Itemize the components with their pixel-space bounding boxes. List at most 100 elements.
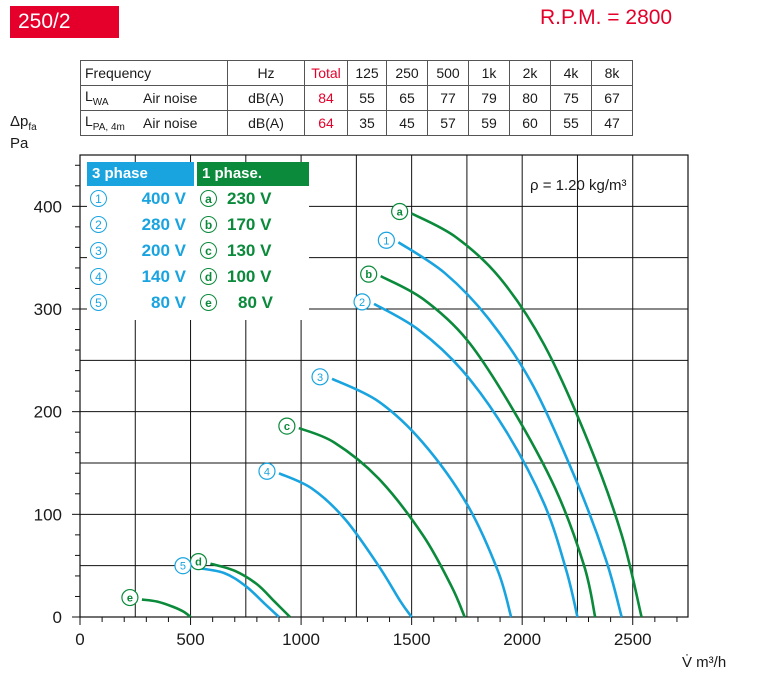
curve-symbol: 2: [90, 216, 107, 233]
legend-item-a: a 230 V: [197, 186, 309, 212]
curve-marker-label-1: 1: [383, 235, 389, 247]
curve-c: [298, 426, 466, 618]
lpa-500: 57: [427, 110, 469, 136]
lpa-unit: dB(A): [227, 110, 305, 136]
x-tick-label: 2500: [614, 630, 652, 649]
y-tick-label: 0: [53, 608, 62, 627]
legend-item-b: b 170 V: [197, 212, 309, 238]
voltage-label: 100 V: [227, 267, 272, 286]
legend-item-3: 3 200 V: [87, 238, 194, 264]
voltage-label: 400 V: [141, 189, 186, 208]
model-badge: 250/2: [10, 6, 119, 38]
freq-8k-header: 8k: [591, 60, 633, 86]
y-tick-label: 200: [34, 403, 62, 422]
plot-frame: [79, 154, 689, 618]
legend-three-phase-title: 3 phase: [87, 162, 194, 186]
curve-symbol: b: [200, 216, 217, 233]
curve-marker-3: [311, 368, 329, 386]
freq-500-header: 500: [427, 60, 469, 86]
curve-symbol: c: [200, 242, 217, 259]
legend-item-2: 2 280 V: [87, 212, 194, 238]
lpa-desc: Air noise: [139, 110, 228, 136]
legend-one-phase: 1 phase. a 230 V b 170 V c 130 V d 100 V e 80…: [197, 162, 309, 320]
lpa-4k: 55: [550, 110, 592, 136]
curve-symbol: 5: [90, 294, 107, 311]
curve-marker-1: [377, 231, 395, 249]
lpa-symbol: LPA, 4m: [80, 110, 139, 136]
y-tick-label: 300: [34, 300, 62, 319]
curve-symbol: 4: [90, 268, 107, 285]
curve-marker-label-5: 5: [180, 561, 186, 573]
curve-symbol: 1: [90, 190, 107, 207]
curve-marker-a: [391, 202, 409, 221]
x-axis-label: V̇ m³/h: [682, 654, 726, 671]
y-axis-label: Δpfa: [10, 113, 37, 133]
legend-item-d: d 100 V: [197, 264, 309, 290]
legend-item-e: e 80 V: [197, 290, 309, 316]
curve-marker-e: [121, 588, 139, 607]
curve-symbol: d: [200, 268, 217, 285]
lwa-1k: 79: [468, 85, 510, 111]
legend-one-phase-title: 1 phase.: [197, 162, 309, 186]
lpa-2k: 60: [509, 110, 551, 136]
lwa-500: 77: [427, 85, 469, 111]
curve-marker-label-2: 2: [359, 297, 365, 309]
legend-item-4: 4 140 V: [87, 264, 194, 290]
voltage-label: 130 V: [227, 241, 272, 260]
legend-item-c: c 130 V: [197, 238, 309, 264]
voltage-label: 170 V: [227, 215, 272, 234]
curve-marker-label-c: c: [284, 421, 290, 433]
curve-marker-label-b: b: [365, 269, 372, 281]
noise-table: Frequency Hz Total 125 250 500 1k 2k 4k …: [80, 60, 633, 136]
curve-marker-b: [360, 265, 378, 283]
curve-e: [141, 598, 192, 619]
curve-marker-4: [258, 462, 276, 480]
curve-a: [411, 212, 643, 618]
freq-4k-header: 4k: [550, 60, 592, 86]
density-annotation: ρ = 1.20 kg/m³: [530, 177, 627, 194]
lwa-symbol: LWA: [80, 85, 139, 111]
curve-4: [278, 472, 413, 618]
curve-marker-label-4: 4: [264, 466, 270, 478]
total-header: Total: [304, 60, 348, 86]
x-tick-label: 500: [176, 630, 204, 649]
voltage-label: 140 V: [141, 267, 186, 286]
curve-marker-label-3: 3: [317, 372, 323, 384]
lwa-8k: 67: [591, 85, 633, 111]
curves: [141, 212, 643, 619]
curve-3: [331, 377, 513, 618]
curve-marker-label-d: d: [195, 557, 202, 569]
curve-marker-label-a: a: [397, 207, 404, 219]
freq-2k-header: 2k: [509, 60, 551, 86]
curve-2: [373, 302, 579, 618]
voltage-label: 80 V: [238, 293, 273, 312]
lpa-row: LPA, 4m Air noise dB(A) 64 35 45 57 59 6…: [80, 110, 633, 136]
lpa-8k: 47: [591, 110, 633, 136]
voltage-label: 200 V: [141, 241, 186, 260]
lpa-250: 45: [386, 110, 428, 136]
freq-1k-header: 1k: [468, 60, 510, 86]
legend-item-1: 1 400 V: [87, 186, 194, 212]
x-tick-label: 0: [75, 630, 84, 649]
lwa-desc: Air noise: [139, 85, 228, 111]
legend: 3 phase 1 400 V 2 280 V 3 200 V 4 140 V 5 80 …: [87, 162, 309, 320]
curve-b: [380, 274, 597, 618]
curve-d: [210, 562, 291, 618]
x-tick-label: 2000: [503, 630, 541, 649]
frequency-header: Frequency: [80, 60, 228, 86]
legend-three-phase: 3 phase 1 400 V 2 280 V 3 200 V 4 140 V 5 80 …: [87, 162, 194, 320]
curve-1: [397, 241, 623, 618]
voltage-label: 280 V: [141, 215, 186, 234]
noise-table-header-row: Frequency Hz Total 125 250 500 1k 2k 4k …: [80, 60, 633, 86]
x-tick-label: 1000: [282, 630, 320, 649]
curve-marker-5: [174, 557, 192, 575]
voltage-label: 80 V: [151, 293, 186, 312]
curve-symbol: e: [200, 294, 217, 311]
y-axis-unit: Pa: [10, 135, 29, 152]
curve-marker-c: [278, 417, 296, 435]
curve-marker-2: [353, 293, 371, 311]
lpa-1k: 59: [468, 110, 510, 136]
curve-marker-label-e: e: [127, 593, 133, 605]
